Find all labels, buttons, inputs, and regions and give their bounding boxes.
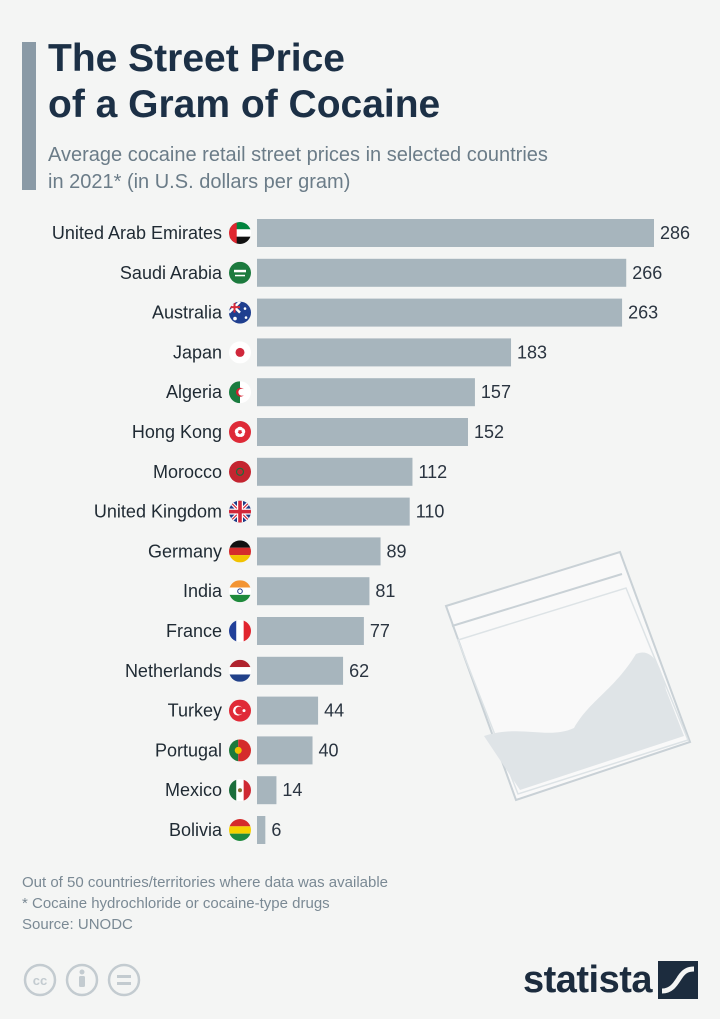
svg-text:cc: cc — [33, 973, 47, 988]
bar — [257, 418, 468, 446]
baggie-illustration — [444, 550, 692, 802]
country-label: Turkey — [168, 701, 222, 721]
country-label: Japan — [173, 342, 222, 362]
country-label: Netherlands — [125, 661, 222, 681]
country-label: France — [166, 621, 222, 641]
country-label: Portugal — [155, 740, 222, 760]
value-label: 44 — [324, 701, 344, 721]
country-label: Australia — [152, 303, 223, 323]
uae-flag-icon — [229, 222, 251, 244]
bar — [257, 816, 266, 844]
country-label: Germany — [148, 541, 222, 561]
country-label: Morocco — [153, 462, 222, 482]
footer-notes: Out of 50 countries/territories where da… — [22, 872, 622, 935]
title-line-2: of a Gram of Cocaine — [48, 83, 441, 126]
bar — [257, 378, 475, 407]
country-label: Saudi Arabia — [120, 263, 223, 283]
bar — [257, 537, 381, 566]
mexico-flag-icon — [229, 779, 251, 802]
saudi-arabia-flag-icon — [229, 261, 251, 284]
united-kingdom-flag-icon — [229, 500, 251, 523]
country-label: Algeria — [166, 382, 223, 402]
bar — [257, 577, 370, 606]
bar — [257, 736, 313, 765]
value-label: 89 — [387, 541, 407, 561]
creative-commons-icon[interactable]: cc — [23, 963, 57, 997]
bar — [257, 776, 277, 805]
statista-mark-icon — [658, 961, 698, 999]
value-label: 6 — [271, 820, 281, 840]
subtitle-line-1: Average cocaine retail street prices in … — [48, 144, 548, 166]
page-title: The Street Price of a Gram of Cocaine — [48, 36, 668, 128]
turkey-flag-icon — [229, 699, 251, 722]
bar — [257, 219, 654, 247]
license-icons: cc — [22, 962, 152, 1003]
bar — [257, 338, 512, 367]
country-label: Mexico — [165, 780, 222, 800]
value-label: 266 — [632, 263, 662, 283]
bar — [257, 258, 627, 287]
australia-flag-icon — [229, 301, 251, 324]
bar — [257, 656, 344, 685]
country-label: India — [183, 581, 223, 601]
germany-flag-icon — [229, 540, 251, 563]
algeria-flag-icon — [229, 381, 251, 404]
value-label: 112 — [418, 462, 447, 482]
subtitle: Average cocaine retail street prices in … — [48, 142, 688, 196]
country-label: Bolivia — [169, 820, 223, 840]
bar — [257, 298, 623, 327]
value-label: 110 — [416, 502, 445, 522]
netherlands-flag-icon — [229, 659, 251, 682]
portugal-flag-icon — [229, 739, 251, 762]
country-label: United Kingdom — [94, 502, 222, 522]
bolivia-flag-icon — [229, 819, 251, 841]
value-label: 62 — [349, 661, 369, 681]
france-flag-icon — [229, 620, 251, 642]
bar — [257, 617, 364, 645]
bar — [257, 696, 319, 725]
source-note: Source: UNODC — [22, 916, 133, 933]
subtitle-line-2: in 2021* (in U.S. dollars per gram) — [48, 171, 351, 193]
footnote-definition: * Cocaine hydrochloride or cocaine-type … — [22, 895, 330, 912]
value-label: 40 — [319, 740, 339, 760]
value-label: 77 — [370, 621, 390, 641]
bar — [257, 497, 410, 526]
india-flag-icon — [229, 580, 251, 603]
no-derivatives-icon[interactable] — [107, 963, 141, 997]
japan-flag-icon — [229, 341, 251, 364]
bar-chart: United Arab Emirates 286 Saudi Arabia 266 Au… — [52, 219, 692, 844]
morocco-flag-icon — [229, 460, 251, 483]
country-label: United Arab Emirates — [52, 223, 222, 243]
value-label: 152 — [474, 422, 504, 442]
value-label: 81 — [375, 581, 395, 601]
value-label: 286 — [660, 223, 690, 243]
value-label: 183 — [517, 342, 547, 362]
title-line-1: The Street Price — [48, 37, 345, 80]
statista-logo[interactable]: statista — [523, 958, 698, 1002]
logo-text: statista — [522, 959, 653, 1001]
title-accent-bar — [22, 42, 36, 190]
value-label: 263 — [628, 303, 658, 323]
value-label: 157 — [481, 382, 511, 402]
footnote-coverage: Out of 50 countries/territories where da… — [22, 874, 389, 891]
country-label: Hong Kong — [132, 422, 222, 442]
hong-kong-flag-icon — [229, 421, 251, 443]
attribution-icon[interactable] — [65, 963, 99, 997]
value-label: 14 — [282, 780, 302, 800]
bar — [257, 457, 413, 486]
